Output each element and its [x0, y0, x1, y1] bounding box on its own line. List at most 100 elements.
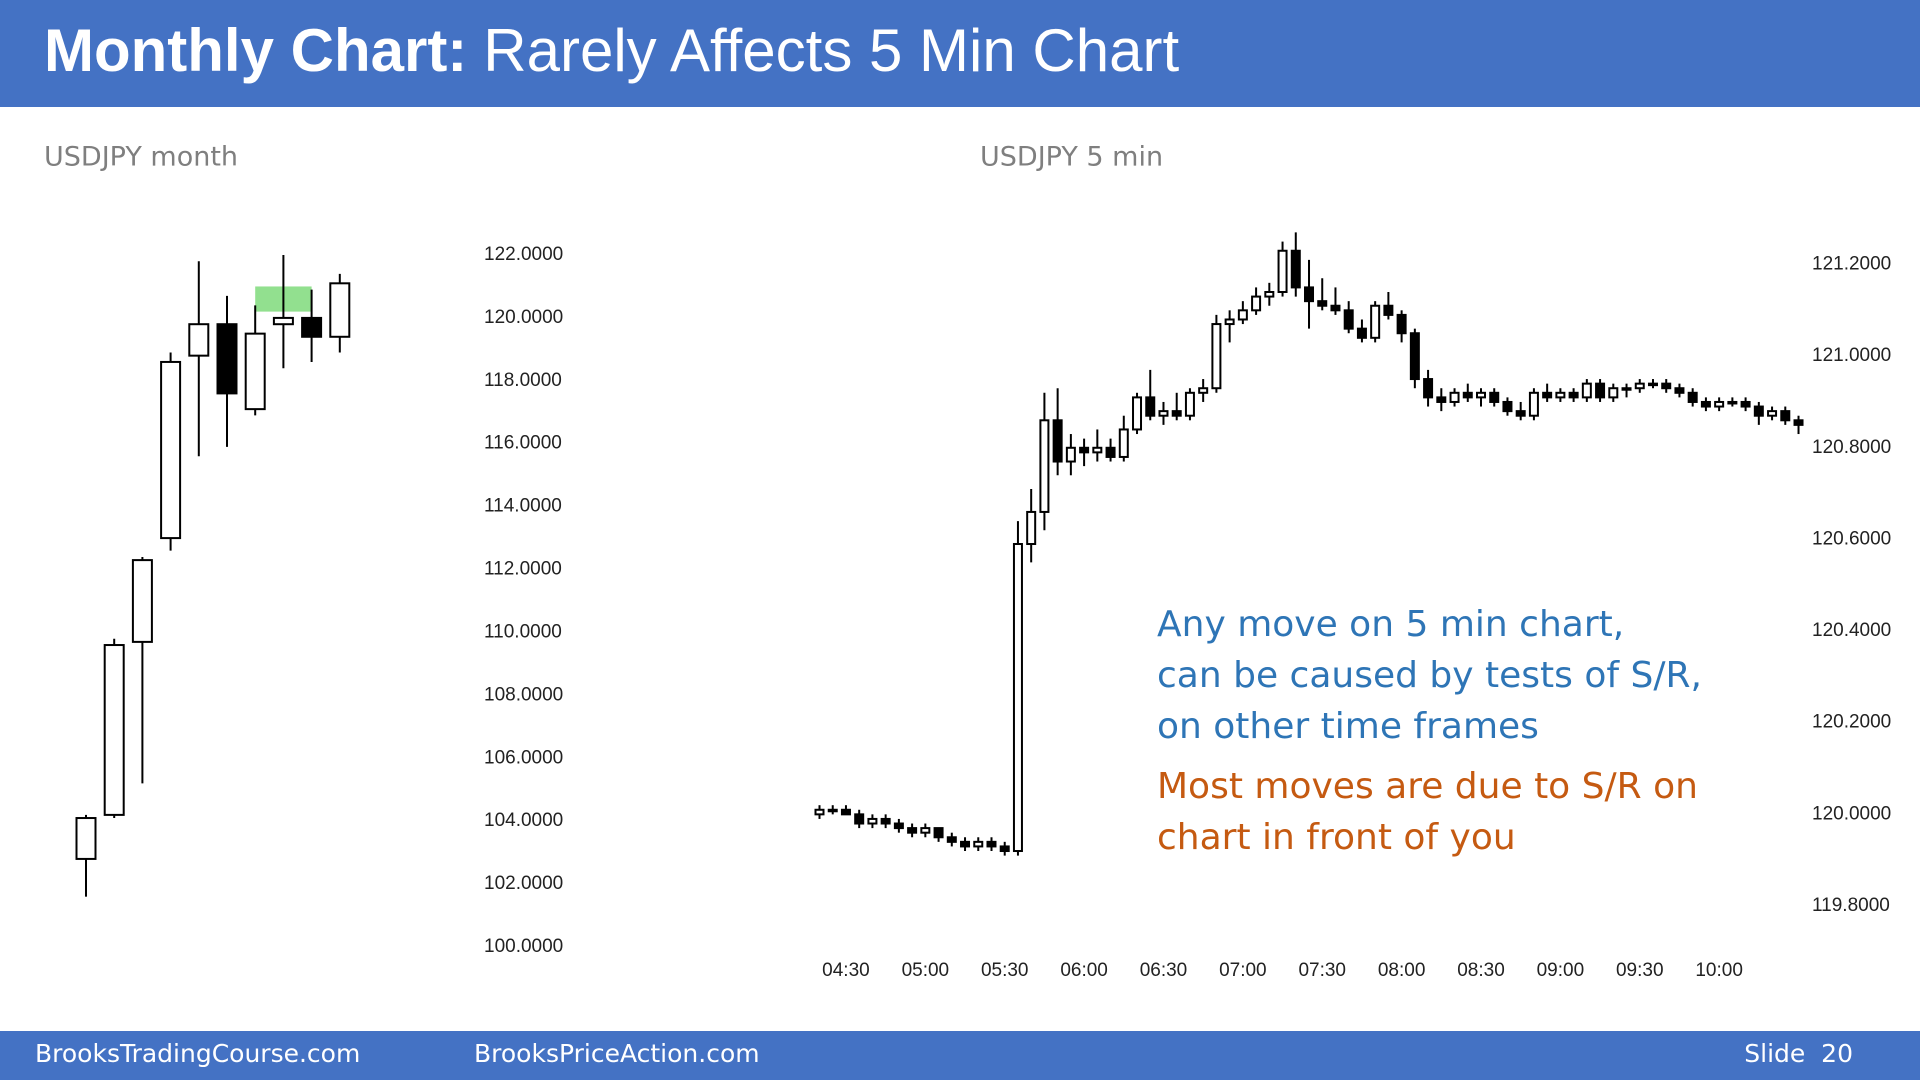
header-bar	[0, 0, 1920, 107]
candle-body	[880, 817, 891, 825]
x-tick-label: 08:30	[1457, 960, 1505, 981]
candle-body	[1409, 332, 1420, 381]
candle-body	[1542, 391, 1553, 399]
slide-number: Slide 20	[1744, 1039, 1853, 1068]
x-tick-label: 07:00	[1219, 960, 1267, 981]
candle-body	[1132, 396, 1143, 431]
candle-body	[75, 817, 97, 860]
y-tick-label: 100.0000	[484, 936, 563, 957]
candle-body	[999, 845, 1010, 853]
y-tick-label: 120.0000	[1812, 803, 1891, 824]
candle-body	[1449, 391, 1460, 403]
candle-body	[854, 813, 865, 825]
y-tick-label: 120.0000	[484, 307, 563, 328]
x-tick-label: 06:30	[1140, 960, 1188, 981]
candle-body	[1304, 286, 1315, 303]
candle-body	[1026, 510, 1037, 546]
candle-body	[103, 644, 125, 816]
candle-body	[216, 323, 238, 395]
candle-body	[1118, 428, 1129, 458]
candle-body	[960, 840, 971, 848]
candle-body	[244, 332, 266, 411]
candle-body	[1661, 382, 1672, 390]
title-bold: Monthly Chart:	[44, 17, 467, 84]
candle-body	[1343, 309, 1354, 330]
candle-body	[1237, 309, 1248, 321]
candle-body	[1277, 249, 1288, 293]
candle-body	[1052, 419, 1063, 463]
y-tick-label: 119.8000	[1812, 895, 1890, 916]
candle-body	[1171, 410, 1182, 417]
annotation: on other time frames	[1157, 706, 1539, 747]
candle-body	[1608, 387, 1619, 399]
chart-title: USDJPY month	[44, 142, 238, 173]
candle-body	[1595, 382, 1606, 399]
candle-body	[1065, 446, 1076, 463]
y-tick-label: 114.0000	[484, 496, 562, 517]
candle-body	[160, 360, 182, 540]
candle-body	[1462, 391, 1473, 399]
candle-body	[1502, 400, 1513, 413]
candle-body	[1780, 410, 1791, 422]
candle-body	[1753, 405, 1764, 417]
candle-body	[1211, 323, 1222, 390]
candle-body	[1317, 300, 1328, 307]
candle-body	[329, 282, 351, 338]
x-tick-label: 09:30	[1616, 960, 1664, 981]
candle-body	[1224, 318, 1235, 326]
candle-body	[1436, 396, 1447, 403]
candle-body	[893, 822, 904, 830]
candle-body	[840, 808, 851, 816]
candle-body	[1145, 396, 1156, 417]
annotation: chart in front of you	[1157, 817, 1516, 858]
x-tick-label: 05:00	[902, 960, 950, 981]
x-tick-label: 08:00	[1378, 960, 1426, 981]
candle-body	[1647, 382, 1658, 387]
candle-body	[1290, 249, 1301, 289]
candle-body	[986, 840, 997, 848]
candle-body	[1740, 400, 1751, 408]
candle-body	[131, 559, 153, 643]
candle-body	[973, 840, 984, 848]
candle-body	[946, 836, 957, 843]
footer-left: BrooksTradingCourse.com	[35, 1039, 360, 1068]
y-tick-label: 116.0000	[484, 433, 562, 454]
candle-body	[1700, 400, 1711, 408]
candle-body	[1767, 410, 1778, 417]
candle-body	[867, 817, 878, 825]
candle-body	[1515, 410, 1526, 417]
candle-body	[1383, 304, 1394, 316]
candle-body	[1330, 304, 1341, 312]
candle-body	[1198, 387, 1209, 394]
x-tick-label: 05:30	[981, 960, 1029, 981]
candle-body	[1396, 313, 1407, 335]
candle-body	[1568, 391, 1579, 399]
candle-body	[1264, 290, 1275, 298]
footer-middle: BrooksPriceAction.com	[474, 1039, 760, 1068]
candle-body	[1674, 387, 1685, 394]
x-tick-label: 07:30	[1298, 960, 1346, 981]
candle-body	[1621, 387, 1632, 391]
y-tick-label: 121.2000	[1812, 254, 1891, 275]
y-tick-label: 120.8000	[1812, 437, 1891, 458]
candle-body	[301, 316, 323, 338]
candle-body	[1039, 419, 1050, 513]
candle-body	[1489, 391, 1500, 403]
title-rest: Rarely Affects 5 Min Chart	[483, 17, 1179, 84]
y-tick-label: 120.6000	[1812, 528, 1891, 549]
candle-body	[1356, 327, 1367, 339]
x-tick-label: 10:00	[1695, 960, 1743, 981]
y-tick-label: 110.0000	[484, 621, 562, 642]
candle-body	[188, 323, 210, 357]
candle-body	[1793, 419, 1804, 426]
candle-body	[1581, 382, 1592, 399]
candle-body	[1105, 446, 1116, 458]
candle-body	[814, 808, 825, 816]
x-tick-label: 09:00	[1537, 960, 1585, 981]
candle-body	[933, 827, 944, 839]
y-tick-label: 118.0000	[484, 370, 562, 391]
x-tick-label: 06:00	[1060, 960, 1108, 981]
y-tick-label: 120.2000	[1812, 712, 1891, 733]
candle-body	[1079, 446, 1090, 454]
